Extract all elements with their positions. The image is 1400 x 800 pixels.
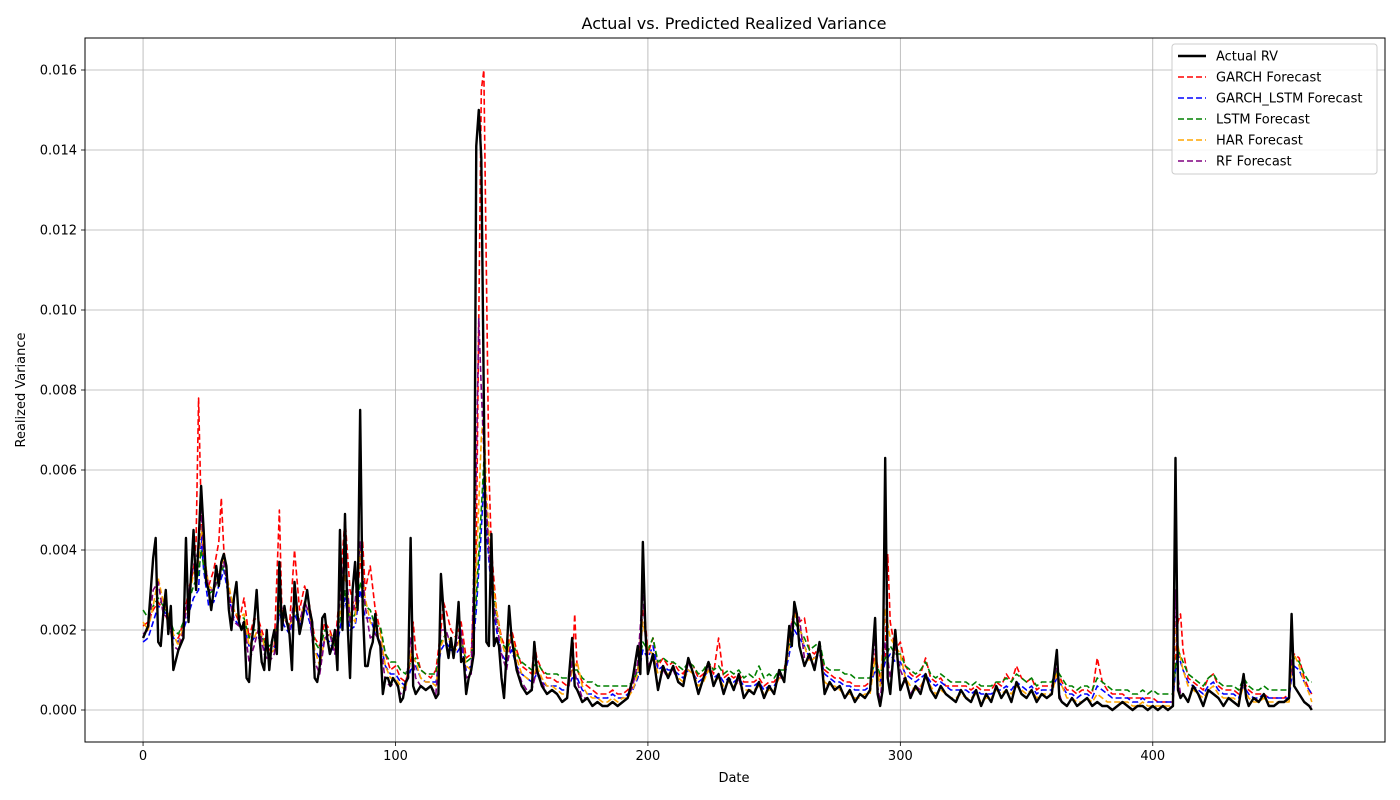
x-axis-label: Date	[718, 771, 749, 786]
y-axis: 0.000 0.002 0.004 0.006 0.008 0.010 0.012 0.014…	[40, 64, 85, 719]
legend-label: LSTM Forecast	[1216, 113, 1310, 128]
y-tick-label: 0.004	[40, 544, 77, 559]
legend-label: GARCH Forecast	[1216, 71, 1321, 86]
y-tick-label: 0.008	[40, 384, 77, 399]
legend-label: RF Forecast	[1216, 155, 1292, 170]
legend-box	[1171, 43, 1378, 175]
y-tick-label: 0.014	[40, 144, 77, 159]
legend-label: Actual RV	[1216, 50, 1278, 65]
grid	[85, 38, 1385, 742]
y-tick-label: 0.000	[40, 704, 77, 719]
y-tick-label: 0.012	[40, 224, 77, 239]
x-tick-label: 100	[383, 749, 408, 764]
series-line-1	[142, 69, 1313, 703]
y-axis-label: Realized Variance	[14, 332, 29, 447]
x-tick-label: 0	[139, 749, 147, 764]
series-layer	[141, 69, 1313, 712]
chart-title: Actual vs. Predicted Realized Variance	[582, 14, 887, 33]
y-tick-label: 0.016	[40, 64, 77, 79]
x-tick-label: 400	[1140, 749, 1165, 764]
x-tick-label: 200	[635, 749, 660, 764]
x-axis: 0 100 200 300 400	[139, 742, 1165, 764]
y-tick-label: 0.002	[40, 624, 77, 639]
y-tick-label: 0.006	[40, 464, 77, 479]
x-tick-label: 300	[888, 749, 913, 764]
y-tick-label: 0.010	[40, 304, 77, 319]
legend: Actual RV GARCH Forecast GARCH_LSTM Foreca…	[1171, 43, 1378, 175]
series-line-0	[141, 108, 1313, 712]
legend-label: GARCH_LSTM Forecast	[1216, 92, 1363, 107]
legend-label: HAR Forecast	[1216, 134, 1303, 149]
